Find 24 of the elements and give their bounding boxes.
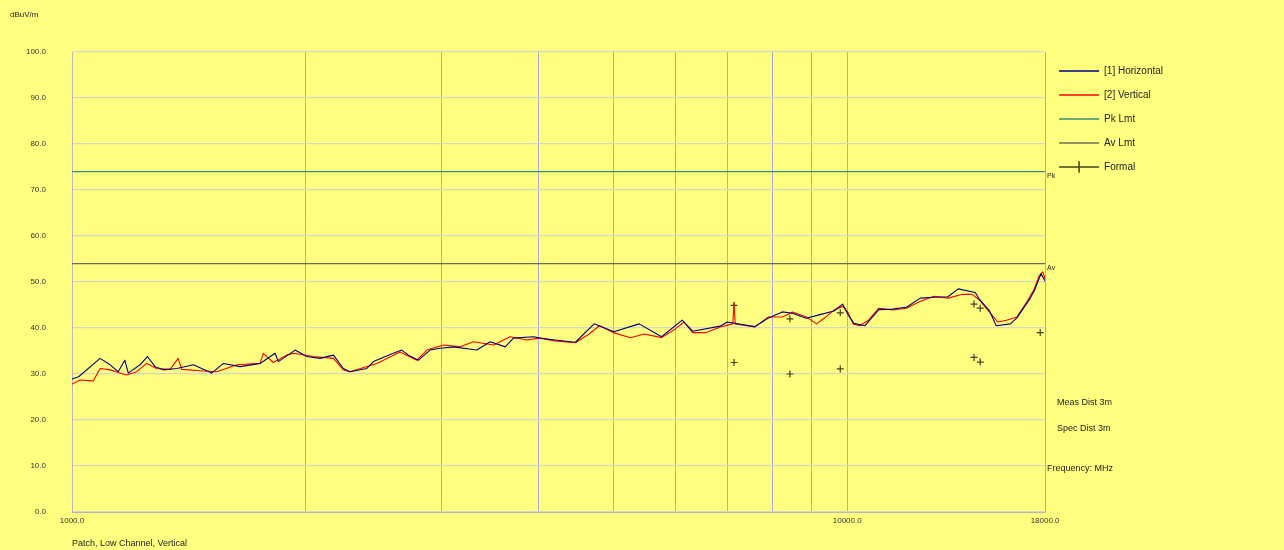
legend-label: Formal: [1104, 160, 1136, 172]
text: Spec Dist 3m: [1057, 423, 1111, 434]
x-tick-label: 10000.0: [832, 516, 863, 525]
legend-label: [1] Horizontal: [1104, 64, 1164, 76]
legend-label: Av Lmt: [1104, 136, 1136, 148]
y-tick-label: 0.0: [34, 507, 47, 517]
x-axis-title: Frequency: MHz: [1047, 463, 1114, 474]
text: Patch, Low Channel, Vertical: [72, 538, 188, 549]
y-tick-label: 40.0: [30, 323, 47, 333]
y-tick-label: 10.0: [30, 461, 47, 471]
y-tick-label: 70.0: [30, 185, 47, 195]
x-tick-label: 1000.0: [59, 516, 85, 525]
y-tick-label: 90.0: [30, 93, 47, 103]
y-tick-label: 30.0: [30, 369, 47, 379]
y-tick-label: 50.0: [30, 277, 47, 287]
text: Meas Dist 3m: [1057, 397, 1113, 408]
x-tick-label: 18000.0: [1030, 516, 1061, 525]
y-tick-label: 80.0: [30, 139, 47, 149]
y-tick-label: 60.0: [30, 231, 47, 241]
y-tick-label: 20.0: [30, 415, 47, 425]
legend-label: Pk Lmt: [1104, 112, 1136, 124]
y-tick-label: 100.0: [25, 47, 47, 57]
y-axis-title: dBuV/m: [10, 10, 39, 20]
legend-label: [2] Vertical: [1104, 88, 1151, 100]
